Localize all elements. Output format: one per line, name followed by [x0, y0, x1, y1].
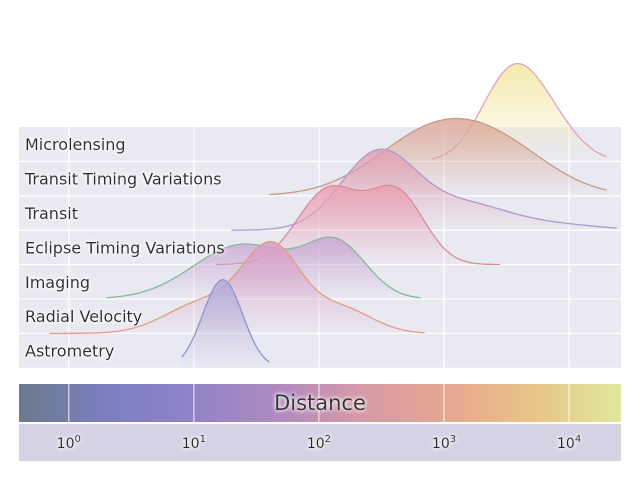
x-tick-label-4: 104: [557, 434, 581, 452]
colorbar-label: Distance: [274, 391, 366, 415]
ridge-fill-astrometry: [181, 279, 270, 368]
ridge-line-transit-timing-variations: [269, 117, 607, 196]
x-tick-label-3: 103: [432, 434, 456, 452]
ridge-label-radial-velocity: Radial Velocity: [25, 307, 142, 326]
ridge-series-labels: Astrometry Radial Velocity Imaging Eclipse …: [24, 135, 225, 360]
x-tick-label-0: 100: [57, 434, 81, 452]
x-tick-label-2: 102: [307, 434, 331, 452]
ridge-label-astrometry: Astrometry: [25, 342, 114, 361]
ridge-line-astrometry: [181, 279, 270, 363]
ridge-line-radial-velocity: [49, 240, 425, 335]
ridge-radial-velocity: [49, 240, 425, 335]
ridge-fill-eclipse-timing-variations: [215, 185, 500, 265]
x-tick-label-1: 101: [182, 434, 206, 452]
ridge-label-imaging: Imaging: [25, 273, 90, 292]
distance-axis: 100 101 102 103 104: [19, 424, 621, 461]
ridge-astrometry: [181, 279, 270, 368]
ridge-label-eclipse-timing-variations: Eclipse Timing Variations: [25, 238, 225, 257]
ridge-fill-radial-velocity: [49, 241, 425, 334]
colorbar-gradient: [19, 384, 621, 422]
axis-band: [19, 424, 621, 461]
distance-colorbar: Distance: [19, 384, 621, 422]
ridge-label-microlensing: Microlensing: [25, 135, 126, 154]
ridge-density-curves: [49, 62, 617, 368]
ridge-label-transit: Transit: [24, 204, 78, 223]
ridge-label-transit-timing-variations: Transit Timing Variations: [24, 170, 222, 189]
